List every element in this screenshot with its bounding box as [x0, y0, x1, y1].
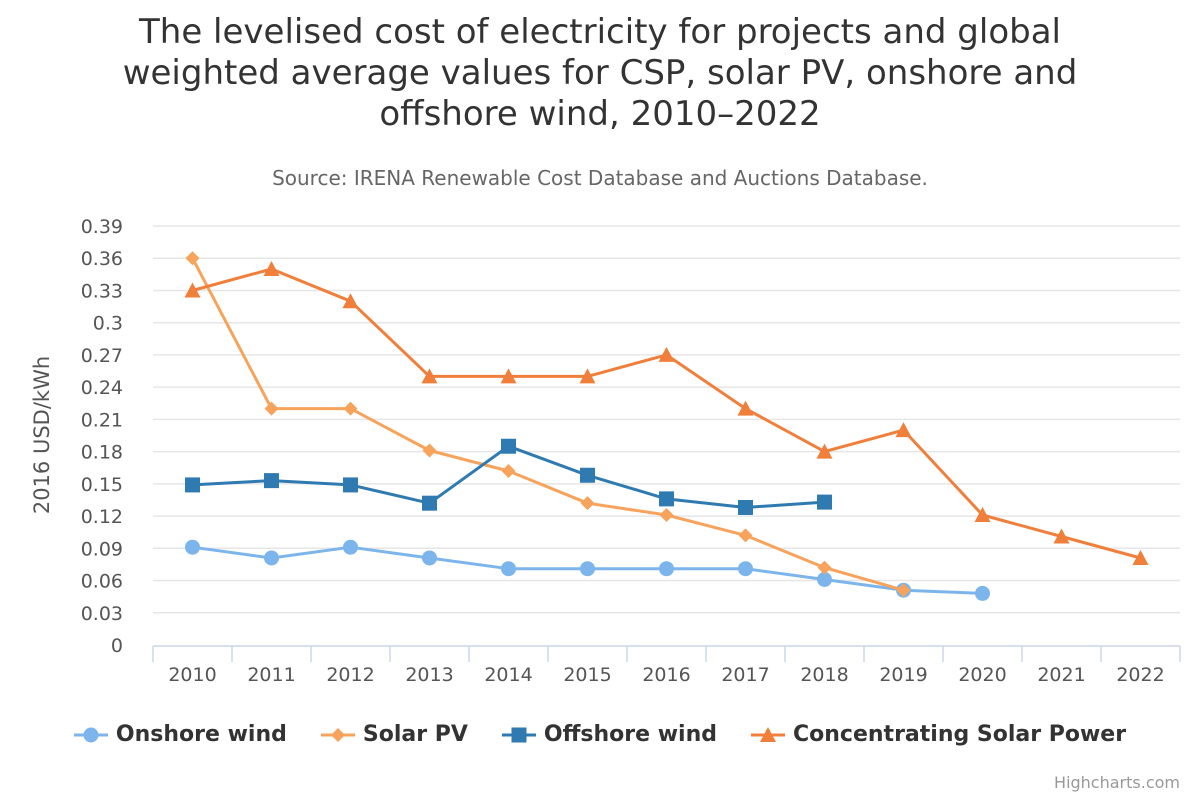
data-point-offshore-wind[interactable] [501, 438, 516, 454]
data-point-solar-pv[interactable] [185, 251, 200, 266]
y-tick-label: 0.3 [93, 313, 123, 335]
y-tick-label: 0.24 [81, 377, 123, 399]
legend-item-onshore-wind[interactable]: Onshore wind [73, 722, 287, 747]
y-tick-label: 0.39 [81, 216, 123, 238]
legend-marker [83, 727, 99, 742]
data-point-solar-pv[interactable] [264, 401, 279, 416]
legend-symbol-diamond-icon [320, 727, 355, 742]
chart-title: The levelised cost of electricity for pr… [122, 12, 1078, 134]
y-tick-label: 0.12 [81, 506, 123, 528]
data-point-concentrating-solar-power[interactable] [737, 400, 754, 416]
legend-marker [330, 727, 345, 742]
y-tick-label: 0 [111, 635, 123, 657]
data-point-concentrating-solar-power[interactable] [263, 260, 280, 276]
y-tick-label: 0.21 [81, 409, 123, 431]
data-point-solar-pv[interactable] [817, 560, 832, 575]
data-point-onshore-wind[interactable] [738, 561, 753, 577]
x-tick-label: 2016 [642, 664, 690, 686]
data-point-onshore-wind[interactable] [975, 585, 990, 601]
data-point-solar-pv[interactable] [738, 528, 753, 543]
data-point-onshore-wind[interactable] [343, 539, 358, 555]
y-tick-label: 0.03 [81, 603, 123, 625]
x-tick-label: 2021 [1037, 664, 1085, 686]
data-point-concentrating-solar-power[interactable] [1053, 528, 1070, 544]
data-point-offshore-wind[interactable] [343, 477, 358, 493]
legend-label: Concentrating Solar Power [793, 722, 1127, 747]
data-point-solar-pv[interactable] [659, 508, 674, 523]
x-tick-label: 2011 [247, 664, 295, 686]
chart-subtitle: Source: IRENA Renewable Cost Database an… [272, 166, 928, 190]
x-tick-label: 2014 [484, 664, 532, 686]
x-tick-label: 2018 [800, 664, 848, 686]
gridlines [153, 225, 1180, 614]
y-tick-label: 0.06 [81, 571, 123, 593]
data-point-offshore-wind[interactable] [264, 473, 279, 489]
data-point-concentrating-solar-power[interactable] [184, 282, 201, 298]
data-point-concentrating-solar-power[interactable] [974, 507, 991, 523]
legend-label: Offshore wind [543, 722, 717, 747]
x-tick-label: 2012 [326, 664, 374, 686]
data-point-solar-pv[interactable] [580, 496, 595, 511]
legend-marker [760, 726, 776, 742]
data-point-concentrating-solar-power[interactable] [500, 368, 517, 384]
data-point-onshore-wind[interactable] [422, 550, 437, 566]
data-point-offshore-wind[interactable] [817, 494, 832, 510]
data-point-onshore-wind[interactable] [817, 571, 832, 587]
legend-marker [511, 727, 527, 742]
data-point-onshore-wind[interactable] [501, 561, 516, 577]
y-axis-ticks: 0 0.03 0.06 0.09 0.12 0.15 0.18 0.21 0.24 0.27 0.3… [81, 216, 123, 657]
x-tick-label: 2010 [168, 664, 216, 686]
y-axis-title: 2016 USD/kWh [30, 356, 54, 514]
x-tick-label: 2020 [958, 664, 1006, 686]
x-tick-label: 2022 [1116, 664, 1164, 686]
credits-link[interactable]: Highcharts.com [1054, 773, 1180, 792]
legend-label: Onshore wind [115, 722, 287, 747]
y-tick-label: 0.09 [81, 538, 123, 560]
data-point-concentrating-solar-power[interactable] [1132, 549, 1149, 565]
y-tick-label: 0.33 [81, 280, 123, 302]
data-point-offshore-wind[interactable] [738, 499, 753, 515]
series-solar-pv [185, 251, 911, 598]
data-point-concentrating-solar-power[interactable] [421, 368, 438, 384]
series-concentrating-solar-power [184, 260, 1149, 565]
legend-symbol-square-icon [501, 727, 536, 742]
data-point-onshore-wind[interactable] [185, 539, 200, 555]
data-point-concentrating-solar-power[interactable] [579, 368, 596, 384]
series-line-solar-pv [191, 257, 904, 592]
y-tick-label: 0.15 [81, 474, 123, 496]
data-point-onshore-wind[interactable] [580, 561, 595, 577]
data-point-solar-pv[interactable] [896, 583, 911, 598]
legend-symbol-triangle-icon [751, 726, 785, 742]
data-point-offshore-wind[interactable] [659, 491, 674, 507]
legend-item-concentrating-solar-power[interactable]: Concentrating Solar Power [751, 722, 1126, 747]
series-layer [184, 251, 1149, 601]
y-tick-label: 0.18 [81, 442, 123, 464]
data-point-offshore-wind[interactable] [580, 467, 595, 483]
y-tick-label: 0.36 [81, 248, 123, 270]
series-offshore-wind [185, 438, 832, 515]
data-point-onshore-wind[interactable] [264, 550, 279, 566]
y-tick-label: 0.27 [81, 345, 123, 367]
data-point-concentrating-solar-power[interactable] [895, 422, 912, 438]
x-tick-label: 2017 [721, 664, 769, 686]
data-point-onshore-wind[interactable] [659, 561, 674, 577]
data-point-solar-pv[interactable] [422, 443, 437, 458]
data-point-solar-pv[interactable] [343, 401, 358, 416]
legend-label: Solar PV [362, 722, 468, 747]
data-point-offshore-wind[interactable] [185, 477, 200, 493]
legend: Onshore wind Solar PV Offshore wind Concent… [0, 722, 1200, 747]
data-point-concentrating-solar-power[interactable] [658, 346, 675, 362]
data-point-solar-pv[interactable] [501, 463, 516, 478]
legend-symbol-circle-icon [73, 727, 108, 742]
legend-item-offshore-wind[interactable]: Offshore wind [501, 722, 717, 747]
data-point-offshore-wind[interactable] [422, 495, 437, 511]
x-tick-label: 2019 [879, 664, 927, 686]
x-tick-label: 2015 [563, 664, 611, 686]
x-tick-label: 2013 [405, 664, 453, 686]
data-point-concentrating-solar-power[interactable] [342, 293, 359, 309]
x-axis: 2010 2011 2012 2013 2014 2015 2016 2017 2018 2019… [152, 645, 1181, 686]
data-point-concentrating-solar-power[interactable] [816, 443, 833, 459]
legend-item-solar-pv[interactable]: Solar PV [320, 722, 468, 747]
